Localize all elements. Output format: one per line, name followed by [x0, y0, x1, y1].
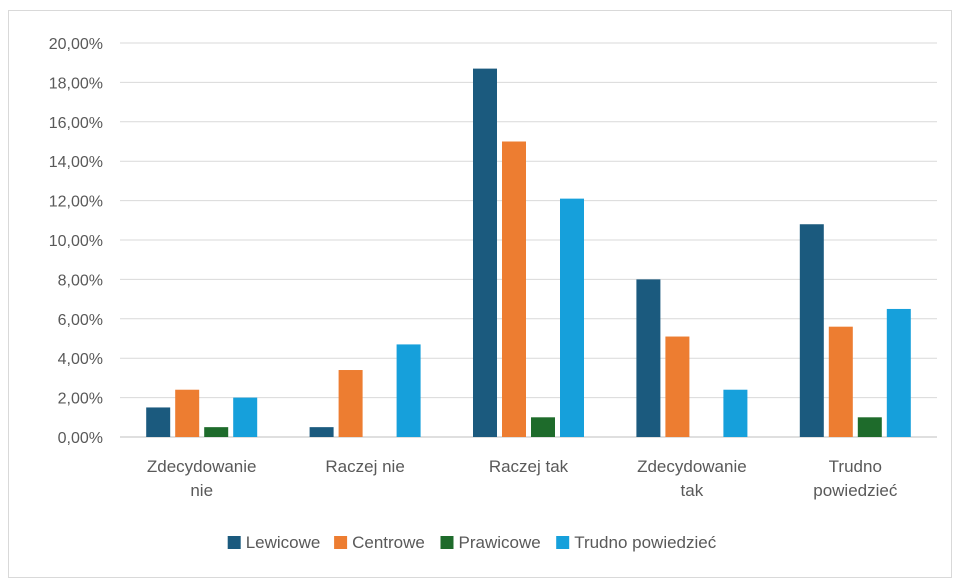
legend-swatch — [228, 536, 241, 549]
x-category-label: Raczej nie — [325, 457, 404, 476]
x-category-label: Raczej tak — [489, 457, 569, 476]
bar — [146, 407, 170, 437]
legend-label: Trudno powiedzieć — [574, 533, 717, 552]
bar — [887, 309, 911, 437]
bar — [204, 427, 228, 437]
bar — [636, 279, 660, 437]
bar — [665, 337, 689, 437]
legend-swatch — [556, 536, 569, 549]
y-tick-label: 8,00% — [58, 272, 103, 289]
y-tick-label: 12,00% — [49, 194, 103, 211]
bar — [339, 370, 363, 437]
bar — [531, 417, 555, 437]
y-tick-label: 6,00% — [58, 312, 103, 329]
x-category-label: Zdecydowanie tak — [637, 457, 747, 500]
bar — [502, 142, 526, 438]
legend-label: Centrowe — [352, 533, 425, 552]
legend-label: Lewicowe — [246, 533, 321, 552]
y-axis-ticks: 0,00% 2,00% 4,00% 6,00% 8,00% 10,00% 12,00% 14,… — [49, 36, 103, 447]
bar — [310, 427, 334, 437]
y-tick-label: 18,00% — [49, 75, 103, 92]
bar — [723, 390, 747, 437]
bar — [473, 69, 497, 437]
y-tick-label: 16,00% — [49, 115, 103, 132]
x-category-label: Trudno powiedzieć — [813, 457, 898, 500]
bars — [146, 69, 911, 437]
y-tick-label: 10,00% — [49, 233, 103, 250]
bar — [175, 390, 199, 437]
y-tick-label: 2,00% — [58, 391, 103, 408]
bar — [858, 417, 882, 437]
bar — [800, 224, 824, 437]
bar — [560, 199, 584, 437]
legend-label: Prawicowe — [459, 533, 541, 552]
legend-swatch — [441, 536, 454, 549]
y-tick-label: 0,00% — [58, 430, 103, 447]
bar — [397, 344, 421, 437]
y-tick-label: 20,00% — [49, 36, 103, 53]
bar — [233, 398, 257, 437]
x-axis-categories: Zdecydowanie nie Raczej nie Raczej tak Zdecy… — [147, 457, 898, 500]
legend: Lewicowe Centrowe Prawicowe Trudno powiedzi… — [228, 533, 717, 552]
y-tick-label: 4,00% — [58, 351, 103, 368]
x-category-label: Zdecydowanie nie — [147, 457, 257, 500]
y-tick-label: 14,00% — [49, 154, 103, 171]
bar — [829, 327, 853, 437]
legend-swatch — [334, 536, 347, 549]
